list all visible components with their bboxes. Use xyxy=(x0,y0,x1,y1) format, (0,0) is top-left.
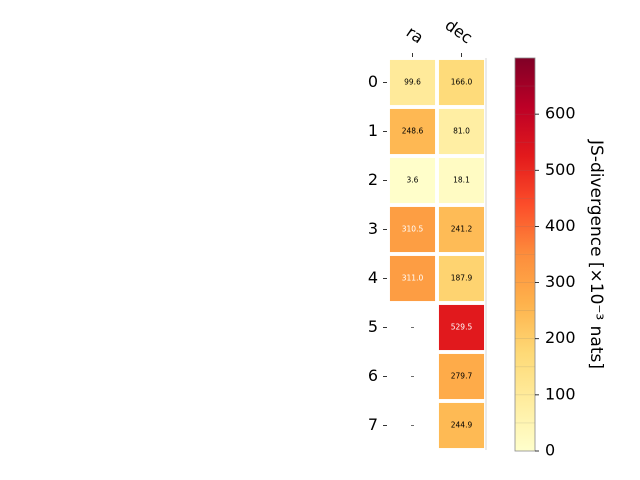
heatmap-cell xyxy=(437,156,486,205)
column-tick-label: ra xyxy=(403,22,427,47)
heatmap-cell xyxy=(388,107,437,156)
heatmap-cell xyxy=(388,156,437,205)
heatmap-cell xyxy=(437,352,486,401)
heatmap-cell xyxy=(437,58,486,107)
colorbar: 0 100 200 300 400 500 600 JS-divergence [×10⁻³… xyxy=(514,57,606,460)
heatmap-cell xyxy=(437,401,486,450)
colorbar-tick-label: 200 xyxy=(545,328,576,347)
row-tick-label: 3 xyxy=(368,219,378,238)
row-tick-label: 2 xyxy=(368,170,378,189)
heatmap-cell xyxy=(437,254,486,303)
heatmap-cell xyxy=(437,107,486,156)
cell-value-label: 529.5 xyxy=(451,323,473,332)
cell-value-label: 187.9 xyxy=(451,274,473,283)
column-tick-labels: ra dec xyxy=(403,15,476,57)
column-tick-label: dec xyxy=(442,15,476,47)
colorbar-tick-label: 300 xyxy=(545,272,576,291)
cell-value-label: – xyxy=(411,323,415,332)
cell-value-label: – xyxy=(411,372,415,381)
row-tick-label: 7 xyxy=(368,415,378,434)
colorbar-level-lines xyxy=(515,85,535,424)
colorbar-frame xyxy=(514,57,536,452)
heatmap-cell xyxy=(388,254,437,303)
cell-value-label: 81.0 xyxy=(453,127,470,136)
row-tick-label: 0 xyxy=(368,72,378,91)
row-tick-labels: 0 1 2 3 4 5 6 7 xyxy=(368,72,387,434)
cell-value-label: 311.0 xyxy=(402,274,424,283)
heatmap-cell xyxy=(388,58,437,107)
colorbar-tick-label: 500 xyxy=(545,160,576,179)
cell-value-label: 279.7 xyxy=(451,372,473,381)
colorbar-label: JS-divergence [×10⁻³ nats] xyxy=(586,139,606,369)
cell-value-label: 99.6 xyxy=(404,78,421,87)
cell-value-label: – xyxy=(411,421,415,430)
cell-value-label: 310.5 xyxy=(402,225,424,234)
row-tick-label: 1 xyxy=(368,121,378,140)
colorbar-gradient xyxy=(515,58,535,451)
heatmap-cell xyxy=(437,303,486,352)
row-tick-label: 6 xyxy=(368,366,378,385)
colorbar-tick-label: 400 xyxy=(545,216,576,235)
cell-value-label: 18.1 xyxy=(453,176,470,185)
colorbar-tick-label: 600 xyxy=(545,104,576,123)
cell-value-label: 241.2 xyxy=(451,225,473,234)
cell-value-label: 248.6 xyxy=(402,127,424,136)
heatmap-cell xyxy=(388,205,437,254)
colorbar-ticks: 0 100 200 300 400 500 600 xyxy=(535,104,576,460)
cell-value-label: 166.0 xyxy=(451,78,473,87)
colorbar-tick-label: 100 xyxy=(545,384,576,403)
heatmap-cells: 99.6 166.0 248.6 81.0 3.6 18.1 310.5 241.2 311.0… xyxy=(388,58,487,450)
cell-value-label: 244.9 xyxy=(451,421,473,430)
heatmap-cell xyxy=(437,205,486,254)
row-tick-label: 4 xyxy=(368,268,378,287)
colorbar-tick-label: 0 xyxy=(545,441,555,460)
cell-value-label: 3.6 xyxy=(407,176,419,185)
row-tick-label: 5 xyxy=(368,317,378,336)
